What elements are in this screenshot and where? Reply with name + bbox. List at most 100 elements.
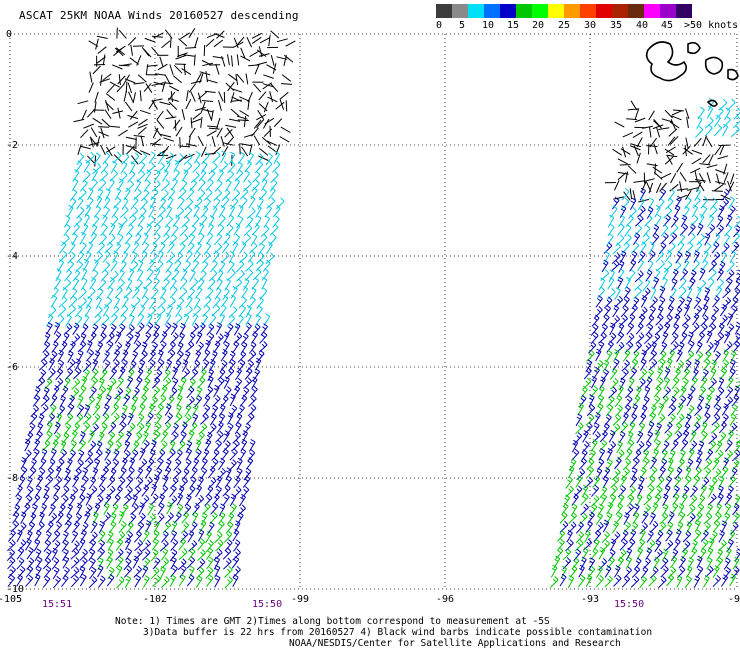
wind-barb (145, 83, 153, 93)
wind-barb (162, 421, 172, 434)
wind-barb (19, 466, 28, 479)
wind-barb (179, 179, 188, 193)
wind-barb (72, 269, 81, 282)
wind-barb (559, 520, 569, 533)
wind-barb (60, 234, 70, 247)
wind-barb (89, 376, 98, 390)
wind-barb (35, 556, 43, 569)
wind-barb (613, 574, 622, 587)
wind-barb (663, 367, 671, 380)
wind-barb (561, 502, 569, 516)
wind-barb (621, 359, 630, 372)
wind-barb (699, 163, 711, 166)
wind-barb (634, 270, 644, 283)
wind-barb (692, 475, 701, 488)
wind-barb (113, 393, 121, 407)
wind-barb (691, 259, 700, 272)
wind-barb (128, 214, 137, 227)
wind-barb (214, 33, 225, 38)
wind-barb (614, 394, 623, 408)
wind-barb (633, 180, 645, 183)
wind-barb (151, 386, 161, 399)
wind-barb (159, 566, 167, 579)
wind-barb (721, 188, 730, 201)
wind-barb (715, 169, 726, 174)
wind-barb (677, 341, 685, 355)
wind-barb (687, 331, 694, 345)
wind-barb (102, 512, 111, 524)
wind-barb (222, 547, 232, 560)
wind-barb (212, 151, 221, 164)
wind-barb (73, 215, 83, 228)
wind-barb (160, 430, 169, 443)
wind-barb (590, 323, 599, 336)
wind-barb (161, 40, 171, 49)
wind-barb (230, 108, 240, 117)
wind-barb (707, 493, 717, 506)
wind-barb (697, 494, 706, 507)
wind-barb (731, 241, 740, 254)
wind-barb (114, 187, 122, 201)
wind-barb (233, 41, 244, 48)
wind-barb (663, 376, 671, 390)
wind-barb (34, 565, 42, 579)
wind-barb (16, 557, 25, 570)
wind-barb (142, 377, 151, 390)
wind-barb (669, 223, 679, 236)
wind-barb (166, 297, 176, 309)
wind-barb (726, 485, 734, 498)
wind-barb (597, 503, 605, 517)
wind-barb (38, 369, 47, 382)
wind-barb (107, 277, 115, 290)
wind-barb (118, 216, 128, 229)
wind-barb (594, 306, 603, 319)
wind-barb (92, 65, 101, 75)
wind-barb (200, 313, 209, 327)
wind-barb (152, 557, 161, 570)
wind-barb (562, 494, 571, 508)
wind-barb (591, 314, 600, 327)
wind-barb (142, 557, 151, 570)
wind-barb (181, 467, 190, 481)
wind-barb (669, 555, 678, 569)
wind-barb (718, 421, 727, 434)
wind-barb (34, 529, 42, 543)
wind-barb (183, 64, 186, 76)
wind-barb (575, 422, 584, 435)
wind-barb (243, 377, 252, 390)
wind-barb (650, 341, 657, 354)
wind-barb (203, 188, 213, 201)
wind-barb (94, 495, 104, 508)
wind-barb (191, 214, 200, 228)
wind-barb (59, 241, 67, 254)
wind-barb (670, 173, 677, 184)
wind-barb (96, 188, 104, 202)
wind-barb (115, 47, 126, 56)
wind-barb (207, 277, 216, 290)
wind-barb (652, 556, 660, 570)
wind-barb (610, 260, 620, 272)
wind-barb (165, 260, 173, 273)
wind-barb (235, 74, 239, 86)
wind-barb (605, 349, 613, 363)
wind-barb (622, 146, 627, 158)
wind-barb (642, 449, 650, 462)
wind-barb (205, 71, 208, 83)
wind-barb (133, 565, 142, 578)
wind-barb (649, 296, 658, 309)
wind-barb (703, 458, 713, 470)
wind-barb (252, 170, 261, 183)
wind-barb (193, 296, 201, 310)
wind-barb (44, 475, 54, 488)
wind-barb (715, 548, 724, 562)
wind-barb (691, 157, 702, 165)
wind-barb (185, 447, 193, 461)
wind-barb (691, 368, 699, 381)
wind-barb (731, 566, 740, 579)
wind-barb (591, 484, 600, 497)
wind-barb (622, 295, 630, 309)
wind-barb (256, 349, 265, 363)
wind-barb (108, 323, 117, 337)
legend-label: 20 (532, 20, 545, 31)
wind-barb (116, 222, 124, 236)
